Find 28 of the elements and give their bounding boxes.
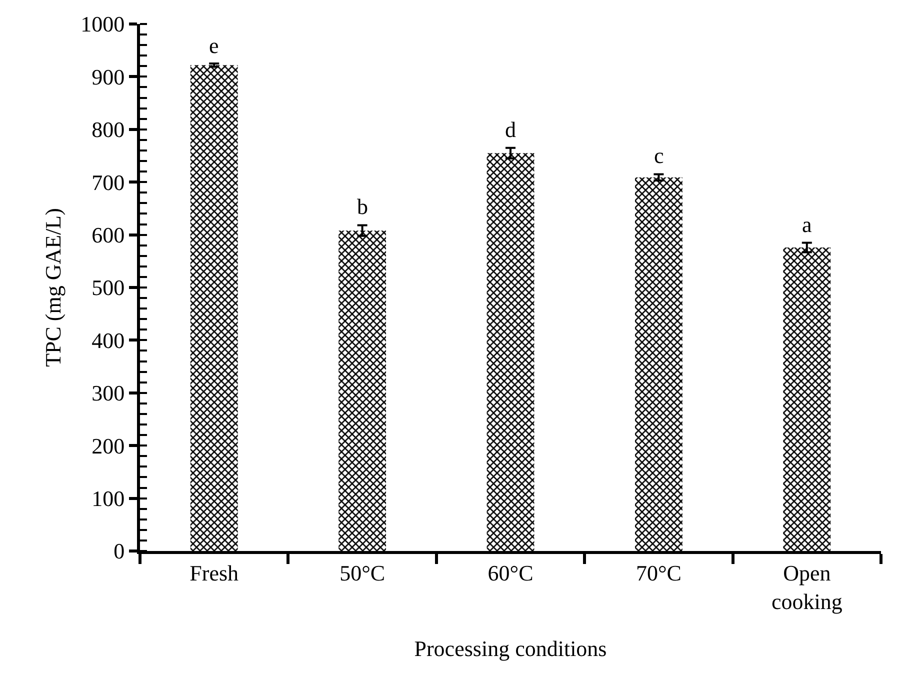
- annotation: e: [209, 33, 219, 58]
- y-tick-label: 400: [92, 328, 125, 353]
- y-tick-label: 200: [92, 433, 125, 458]
- bar: [486, 153, 534, 551]
- y-tick-label: 0: [114, 538, 125, 564]
- y-tick-label: 1000: [80, 12, 125, 37]
- annotation: d: [505, 117, 516, 142]
- x-tick-label: Fresh: [190, 560, 239, 586]
- y-tick-label: 800: [92, 117, 125, 142]
- x-tick-label: 50°C: [340, 560, 386, 586]
- y-tick-label: 300: [92, 380, 125, 406]
- bar: [783, 247, 831, 551]
- annotation: a: [802, 212, 812, 237]
- bar: [190, 65, 238, 551]
- y-tick-label: 700: [92, 170, 125, 195]
- x-tick-label: Open cooking: [771, 560, 842, 614]
- y-tick-label: 500: [92, 275, 125, 300]
- bar: [338, 230, 386, 551]
- y-tick-label: 600: [92, 222, 125, 248]
- annotation: b: [357, 194, 368, 219]
- x-tick-label: 60°C: [488, 560, 534, 586]
- bar: [634, 177, 682, 551]
- x-axis-title: Processing conditions: [414, 636, 607, 661]
- y-tick-label: 100: [92, 486, 125, 511]
- x-tick-label: 70°C: [636, 560, 682, 586]
- y-tick-label: 900: [92, 64, 125, 90]
- y-axis-title: TPC (mg GAE/L): [40, 208, 66, 367]
- annotation: c: [654, 143, 664, 168]
